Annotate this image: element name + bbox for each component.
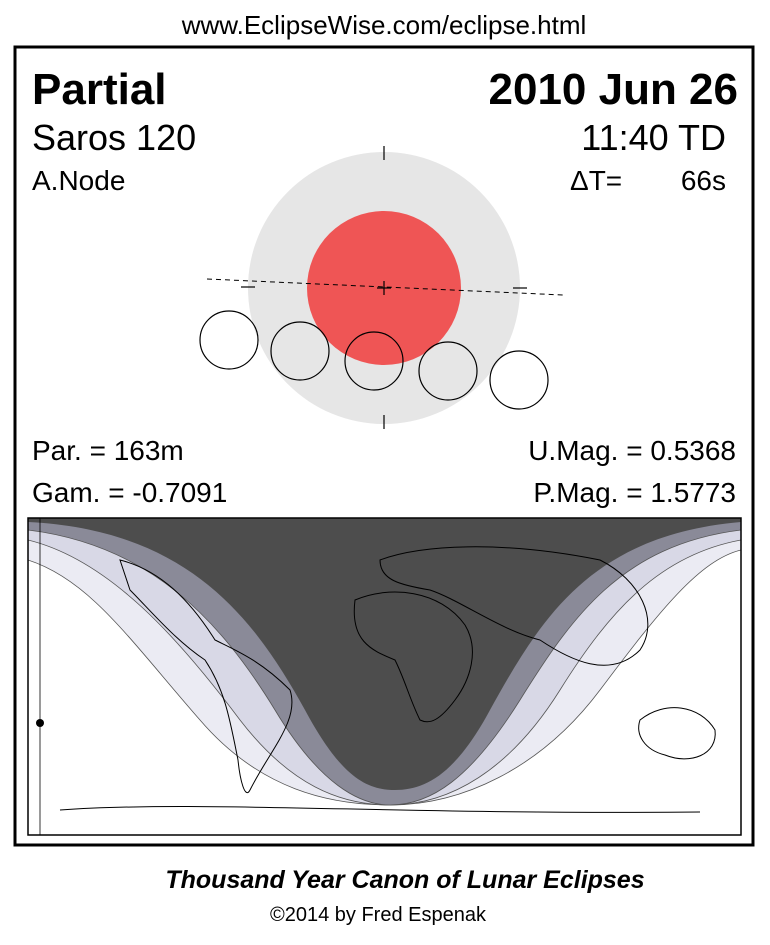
eclipse-diagram: [199, 146, 564, 429]
footer-credit: ©2014 by Fred Espenak: [270, 904, 487, 926]
saros: Saros 120: [32, 117, 196, 158]
eclipse-date: 2010 Jun 26: [489, 65, 739, 114]
coastlines: [59, 546, 716, 813]
pmag: P.Mag. = 1.5773: [533, 477, 736, 508]
frame: [13, 45, 755, 847]
url: www.EclipseWise.com/eclipse.html: [181, 10, 587, 40]
ticks: [241, 146, 527, 429]
delta-t-value: 66s: [681, 165, 726, 196]
umag: U.Mag. = 0.5368: [528, 435, 736, 466]
gam: Gam. = -0.7091: [32, 477, 227, 508]
time: 11:40 TD: [581, 117, 726, 158]
par: Par. = 163m: [32, 435, 184, 466]
eclipse-type: Partial: [32, 65, 167, 114]
delta-t-label: ΔT=: [570, 165, 622, 196]
node: A.Node: [32, 165, 125, 196]
visibility-map: [27, 517, 742, 836]
moon-positions: [199, 310, 549, 410]
footer-title: Thousand Year Canon of Lunar Eclipses: [165, 866, 644, 894]
